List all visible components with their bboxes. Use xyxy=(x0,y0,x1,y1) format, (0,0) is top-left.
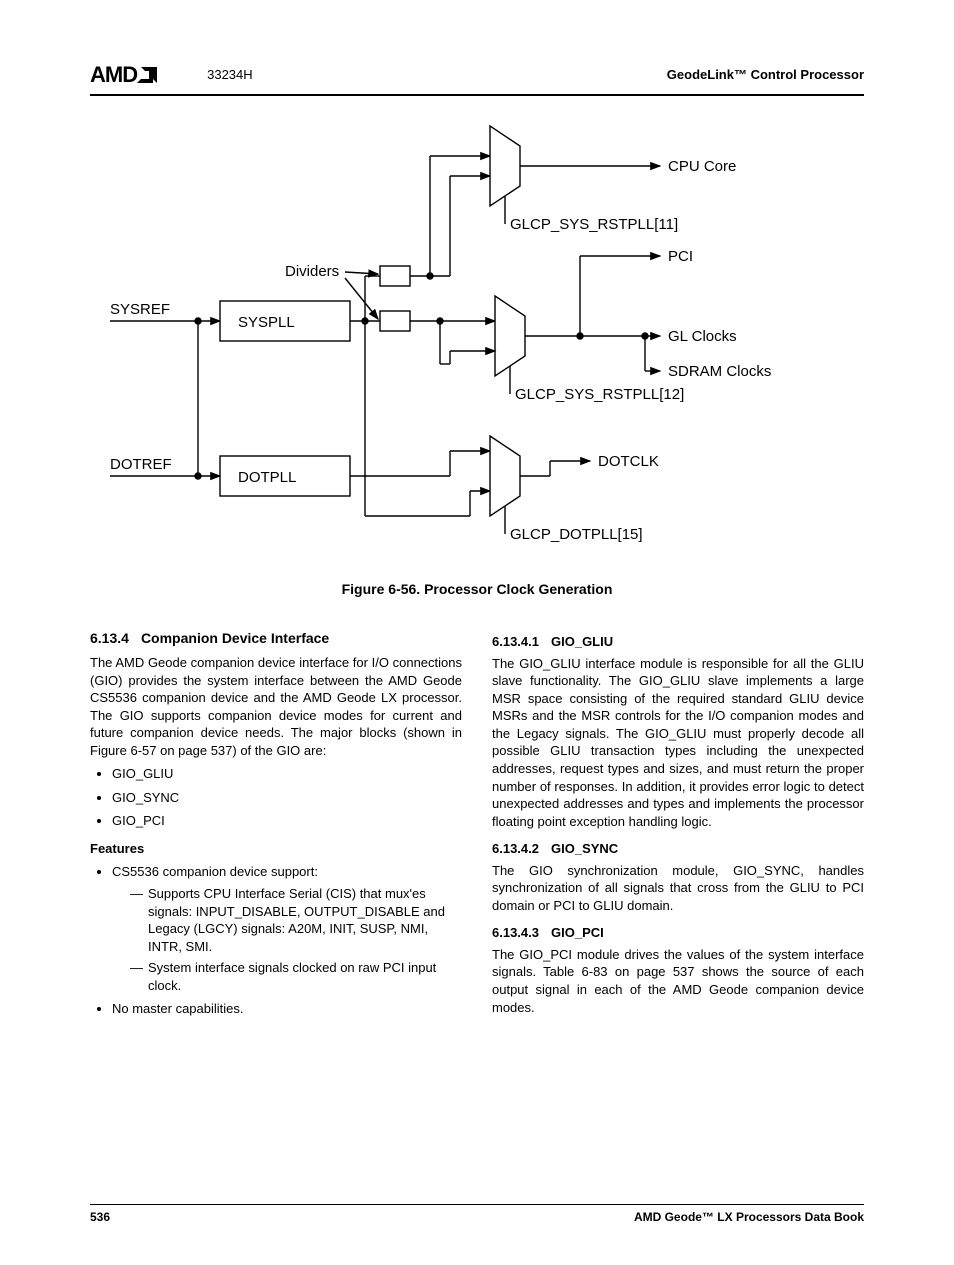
features-heading: Features xyxy=(90,840,462,858)
logo-text: AMD xyxy=(90,62,137,87)
label-dotref: DOTREF xyxy=(110,456,172,473)
para-61343: The GIO_PCI module drives the values of … xyxy=(492,946,864,1016)
page-header: AMD 33234H GeodeLink™ Control Processor xyxy=(90,60,864,96)
label-cpu: CPU Core xyxy=(668,158,736,175)
feature-text: CS5536 companion device support: xyxy=(112,864,318,879)
heading-title: GIO_PCI xyxy=(551,925,604,940)
amd-logo: AMD xyxy=(90,60,157,90)
heading-num: 6.13.4.1 xyxy=(492,634,539,649)
list-item: GIO_GLIU xyxy=(112,765,462,783)
label-glclk: GL Clocks xyxy=(668,328,737,345)
heading-6134: 6.13.4 Companion Device Interface xyxy=(90,629,462,648)
para-6134: The AMD Geode companion device interface… xyxy=(90,654,462,759)
para-61342: The GIO synchronization module, GIO_SYNC… xyxy=(492,862,864,915)
label-dotclk: DOTCLK xyxy=(598,453,659,470)
list-item: System interface signals clocked on raw … xyxy=(130,959,462,994)
label-sdramclk: SDRAM Clocks xyxy=(668,363,771,380)
heading-61341: 6.13.4.1 GIO_GLIU xyxy=(492,633,864,651)
list-item: GIO_SYNC xyxy=(112,789,462,807)
doc-number: 33234H xyxy=(207,66,253,84)
book-title: AMD Geode™ LX Processors Data Book xyxy=(634,1209,864,1225)
para-61341: The GIO_GLIU interface module is respons… xyxy=(492,655,864,830)
heading-num: 6.13.4.3 xyxy=(492,925,539,940)
bullets-6134: GIO_GLIU GIO_SYNC GIO_PCI xyxy=(90,765,462,830)
left-column: 6.13.4 Companion Device Interface The AMD… xyxy=(90,623,462,1024)
heading-title: GIO_GLIU xyxy=(551,634,613,649)
feature-sublist: Supports CPU Interface Serial (CIS) that… xyxy=(112,885,462,994)
body-columns: 6.13.4 Companion Device Interface The AMD… xyxy=(90,623,864,1024)
heading-title: Companion Device Interface xyxy=(141,630,329,646)
label-rstpll11: GLCP_SYS_RSTPLL[11] xyxy=(510,216,678,233)
right-column: 6.13.4.1 GIO_GLIU The GIO_GLIU interface … xyxy=(492,623,864,1024)
label-pci: PCI xyxy=(668,248,693,265)
figure-clock-generation: SYSREF DOTREF SYSPLL DOTPLL Dividers CPU… xyxy=(90,116,864,561)
label-dotpll15: GLCP_DOTPLL[15] xyxy=(510,526,643,543)
list-item: No master capabilities. xyxy=(112,1000,462,1018)
list-item: Supports CPU Interface Serial (CIS) that… xyxy=(130,885,462,955)
chapter-title: GeodeLink™ Control Processor xyxy=(667,66,864,84)
heading-num: 6.13.4 xyxy=(90,630,129,646)
page-number: 536 xyxy=(90,1209,110,1225)
heading-61342: 6.13.4.2 GIO_SYNC xyxy=(492,840,864,858)
label-syspll: SYSPLL xyxy=(238,314,295,331)
heading-num: 6.13.4.2 xyxy=(492,841,539,856)
heading-61343: 6.13.4.3 GIO_PCI xyxy=(492,924,864,942)
label-dotpll: DOTPLL xyxy=(238,469,296,486)
heading-title: GIO_SYNC xyxy=(551,841,618,856)
label-rstpll12: GLCP_SYS_RSTPLL[12] xyxy=(515,386,684,403)
label-sysref: SYSREF xyxy=(110,301,170,318)
figure-caption: Figure 6-56. Processor Clock Generation xyxy=(90,580,864,599)
page-footer: 536 AMD Geode™ LX Processors Data Book xyxy=(90,1204,864,1225)
clock-diagram-svg: SYSREF DOTREF SYSPLL DOTPLL Dividers CPU… xyxy=(90,116,860,556)
list-item: CS5536 companion device support: Support… xyxy=(112,863,462,994)
features-list: CS5536 companion device support: Support… xyxy=(90,863,462,1017)
list-item: GIO_PCI xyxy=(112,812,462,830)
label-dividers: Dividers xyxy=(285,263,339,280)
